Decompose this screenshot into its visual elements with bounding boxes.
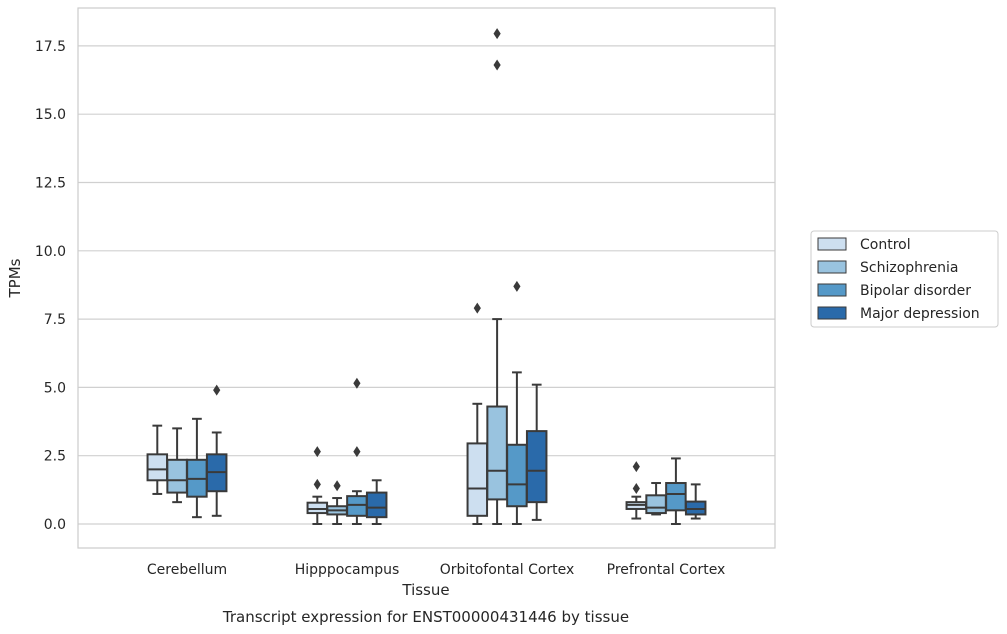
box-schizophrenia (486, 28, 508, 525)
box-schizophrenia (645, 482, 667, 516)
y-tick-labels: 0.0 2.5 5.0 7.5 10.0 12.5 15.0 17.5 (35, 39, 66, 533)
box-body (306, 501, 329, 515)
y-tick-label: 7.5 (44, 312, 66, 328)
outlier-point (313, 478, 321, 490)
legend: Control Schizophrenia Bipolar disorder Majo… (810, 230, 999, 328)
outlier-point (632, 461, 640, 473)
x-tick-labels: Cerebellum Hipppocampus Orbitofontal Corte… (147, 562, 725, 578)
outlier-point (513, 280, 521, 292)
outlier-point (313, 446, 321, 458)
box-major-depression (525, 383, 548, 521)
y-tick-label: 2.5 (44, 449, 66, 465)
outlier-point (473, 302, 481, 314)
x-tick-label: Cerebellum (147, 562, 227, 578)
legend-label: Schizophrenia (860, 260, 958, 276)
legend-swatch (817, 306, 847, 320)
box-body (146, 453, 169, 482)
y-tick-label: 0.0 (44, 517, 66, 533)
plot-background (78, 8, 775, 548)
box-body (665, 482, 687, 512)
outlier-point (333, 480, 341, 492)
box-control (306, 446, 329, 525)
box-body (525, 430, 548, 504)
legend-items: Control Schizophrenia Bipolar disorder Majo… (817, 237, 980, 322)
y-axis-title: TPMs (6, 258, 24, 298)
box-control (466, 302, 489, 525)
box-body (506, 443, 528, 508)
legend-swatch (817, 260, 847, 274)
box-bipolar-disorder (665, 457, 687, 525)
legend-label: Major depression (860, 306, 980, 322)
legend-label: Control (860, 237, 911, 253)
chart-caption: Transcript expression for ENST0000043144… (222, 608, 629, 626)
box-schizophrenia (166, 427, 188, 504)
x-tick-label: Orbitofontal Cortex (440, 562, 575, 578)
outlier-point (353, 446, 361, 458)
box-body (365, 491, 388, 519)
box-bipolar-disorder (506, 280, 528, 525)
outlier-point (632, 482, 640, 494)
y-tick-label: 12.5 (35, 176, 66, 192)
box-control (625, 461, 648, 520)
box-body (486, 405, 508, 501)
x-axis-title: Tissue (401, 581, 449, 599)
box-control (146, 424, 169, 495)
box-major-depression (205, 384, 228, 517)
legend-label: Bipolar disorder (860, 283, 971, 299)
box-body (346, 495, 368, 517)
box-body (645, 494, 667, 515)
legend-swatch (817, 237, 847, 251)
outlier-point (493, 28, 501, 40)
outlier-point (353, 377, 361, 389)
y-tick-label: 10.0 (35, 244, 66, 260)
plot-frame (77, 7, 776, 549)
box-body (166, 458, 188, 494)
box-major-depression (365, 479, 388, 525)
legend-frame (810, 230, 999, 328)
box-bipolar-disorder (346, 377, 368, 525)
x-tick-label: Hipppocampus (295, 562, 400, 578)
outlier-point (213, 384, 221, 396)
y-tick-label: 17.5 (35, 39, 66, 55)
grid-lines (78, 45, 775, 525)
box-body (466, 442, 489, 517)
y-tick-label: 5.0 (44, 380, 66, 396)
outlier-point (493, 59, 501, 71)
box-groups (146, 28, 707, 525)
legend-swatch (817, 283, 847, 297)
x-tick-label: Prefrontal Cortex (607, 562, 726, 578)
y-tick-label: 15.0 (35, 107, 66, 123)
box-major-depression (684, 483, 707, 520)
